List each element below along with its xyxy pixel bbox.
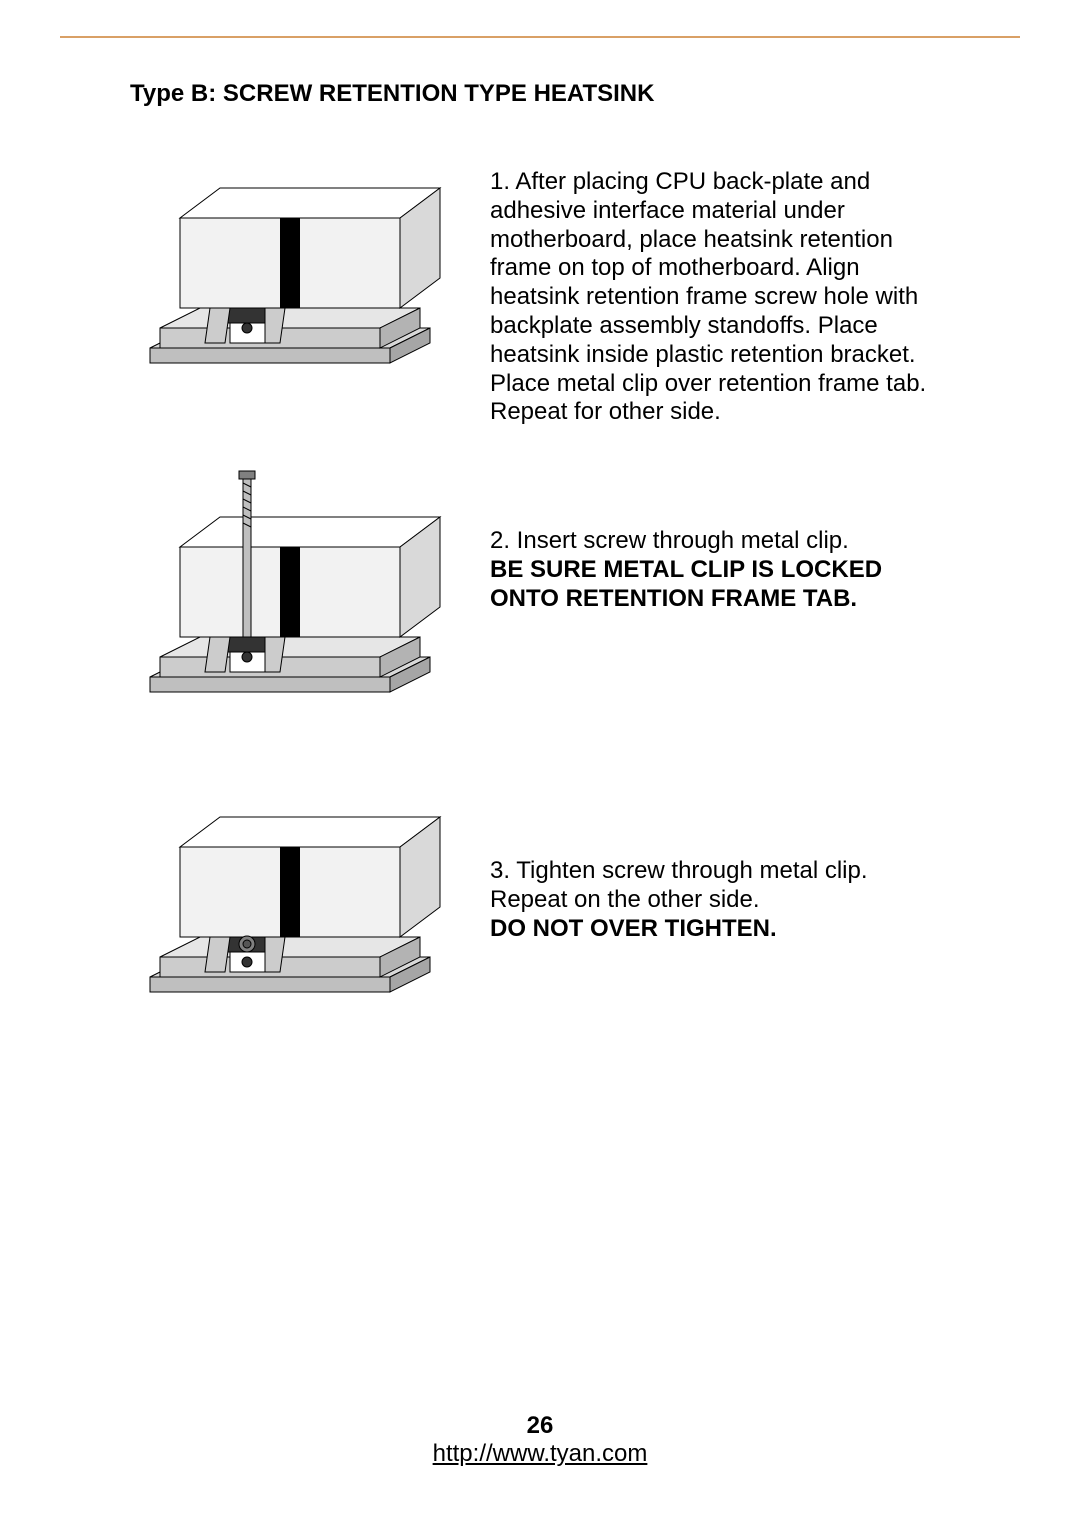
step-3: 3. Tighten screw through metal clip. Rep… (130, 777, 950, 1017)
step-1-body: 1. After placing CPU back-plate and adhe… (490, 168, 926, 425)
page-number: 26 (0, 1412, 1080, 1440)
page: Type B: SCREW RETENTION TYPE HEATSINK (0, 0, 1080, 1528)
footer: 26 http://www.tyan.com (0, 1412, 1080, 1468)
top-rule (60, 36, 1020, 38)
step-3-bold: DO NOT OVER TIGHTEN. (490, 915, 777, 942)
heatsink-illustration-1 (130, 148, 470, 388)
step-2-bold: BE SURE METAL CLIP IS LOCKED ONTO RETENT… (490, 556, 882, 612)
step-1: 1. After placing CPU back-plate and adhe… (130, 148, 950, 427)
content: Type B: SCREW RETENTION TYPE HEATSINK (130, 80, 950, 1047)
figure-2 (130, 457, 470, 717)
step-2-body: 2. Insert screw through metal clip. (490, 527, 849, 554)
footer-url: http://www.tyan.com (0, 1440, 1080, 1468)
step-2-text: 2. Insert screw through metal clip. BE S… (470, 527, 950, 613)
heatsink-illustration-2 (130, 457, 470, 717)
step-1-text: 1. After placing CPU back-plate and adhe… (470, 168, 950, 427)
step-2: 2. Insert screw through metal clip. BE S… (130, 457, 950, 717)
figure-1 (130, 148, 470, 388)
step-3-text: 3. Tighten screw through metal clip. Rep… (470, 857, 950, 943)
figure-3 (130, 777, 470, 1017)
heatsink-illustration-3 (130, 777, 470, 1017)
section-title: Type B: SCREW RETENTION TYPE HEATSINK (130, 80, 950, 108)
step-3-body: 3. Tighten screw through metal clip. Rep… (490, 857, 868, 913)
